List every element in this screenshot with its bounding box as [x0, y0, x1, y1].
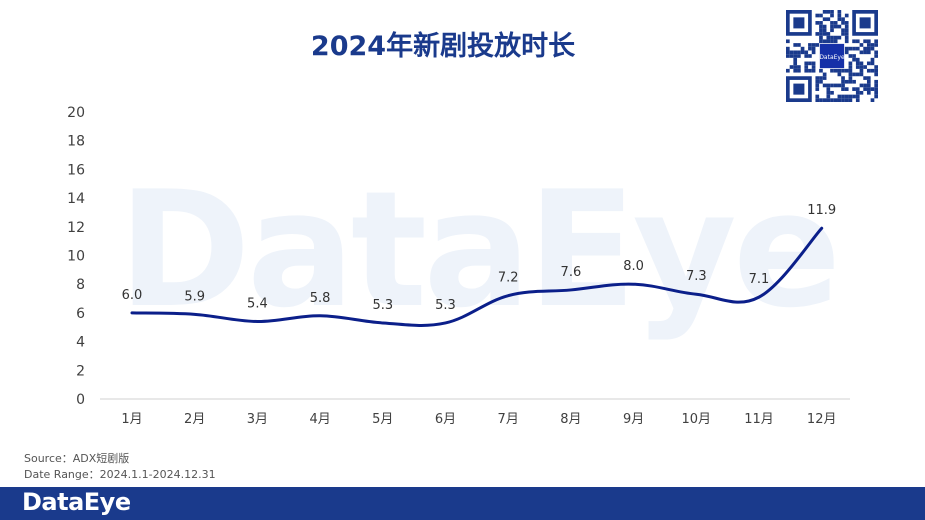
y-tick-label: 8 [76, 277, 85, 293]
data-point [507, 294, 510, 297]
y-tick-label: 2 [76, 363, 85, 379]
qr-finder-pattern [786, 10, 812, 36]
x-tick-label: 10月 [682, 412, 712, 427]
qr-center-text: DataEye [819, 54, 845, 61]
data-label: 5.9 [184, 289, 205, 304]
data-label: 7.6 [561, 265, 582, 280]
qr-finder-pattern [786, 76, 812, 102]
y-tick-label: 10 [67, 249, 85, 265]
data-point [820, 227, 823, 230]
data-point [131, 311, 134, 314]
footer-logo: DataEye [22, 488, 131, 516]
data-label: 5.3 [372, 298, 393, 313]
y-tick-label: 14 [67, 191, 85, 207]
qr-modules [786, 10, 878, 102]
data-label: 8.0 [623, 259, 644, 274]
data-point [193, 313, 196, 316]
source-note: Source：ADX短剧版 [24, 452, 130, 465]
data-label: 7.3 [686, 269, 707, 284]
data-label: 7.1 [749, 272, 770, 287]
y-tick-label: 18 [67, 134, 85, 150]
x-tick-label: 4月 [309, 412, 330, 427]
data-point [695, 293, 698, 296]
x-tick-label: 5月 [372, 412, 393, 427]
x-tick-label: 2月 [184, 412, 205, 427]
y-tick-label: 6 [76, 306, 85, 322]
y-tick-label: 0 [76, 392, 85, 408]
series-line [130, 226, 824, 327]
y-tick-label: 16 [67, 162, 85, 178]
chart-title: 2024年新剧投放时长 [310, 31, 576, 62]
data-point [256, 320, 259, 323]
x-tick-label: 1月 [121, 412, 142, 427]
qr-code: DataEye [786, 10, 878, 102]
x-tick-label: 9月 [623, 412, 644, 427]
data-point [758, 296, 761, 299]
data-point [632, 283, 635, 286]
date-range-note: Date Range：2024.1.1-2024.12.31 [24, 468, 216, 481]
x-tick-label: 6月 [435, 412, 456, 427]
data-point [444, 321, 447, 324]
data-point [569, 288, 572, 291]
data-point [381, 321, 384, 324]
x-tick-label: 3月 [247, 412, 268, 427]
footer-bar: DataEye [0, 487, 925, 520]
x-tick-label: 12月 [807, 412, 837, 427]
y-tick-label: 12 [67, 220, 85, 236]
data-label: 6.0 [122, 288, 143, 303]
data-point [319, 314, 322, 317]
data-label: 7.2 [498, 271, 519, 286]
data-label: 5.4 [247, 297, 268, 312]
qr-finder-pattern [852, 10, 878, 36]
x-tick-label: 7月 [498, 412, 519, 427]
data-label: 5.8 [310, 291, 331, 306]
watermark-text: DataEye [118, 156, 841, 343]
y-tick-label: 20 [67, 105, 85, 121]
data-label: 11.9 [807, 203, 836, 218]
x-tick-label: 11月 [744, 412, 774, 427]
y-tick-label: 4 [76, 335, 85, 351]
qr-center-logo [819, 43, 845, 69]
data-label: 5.3 [435, 298, 456, 313]
x-tick-label: 8月 [560, 412, 581, 427]
